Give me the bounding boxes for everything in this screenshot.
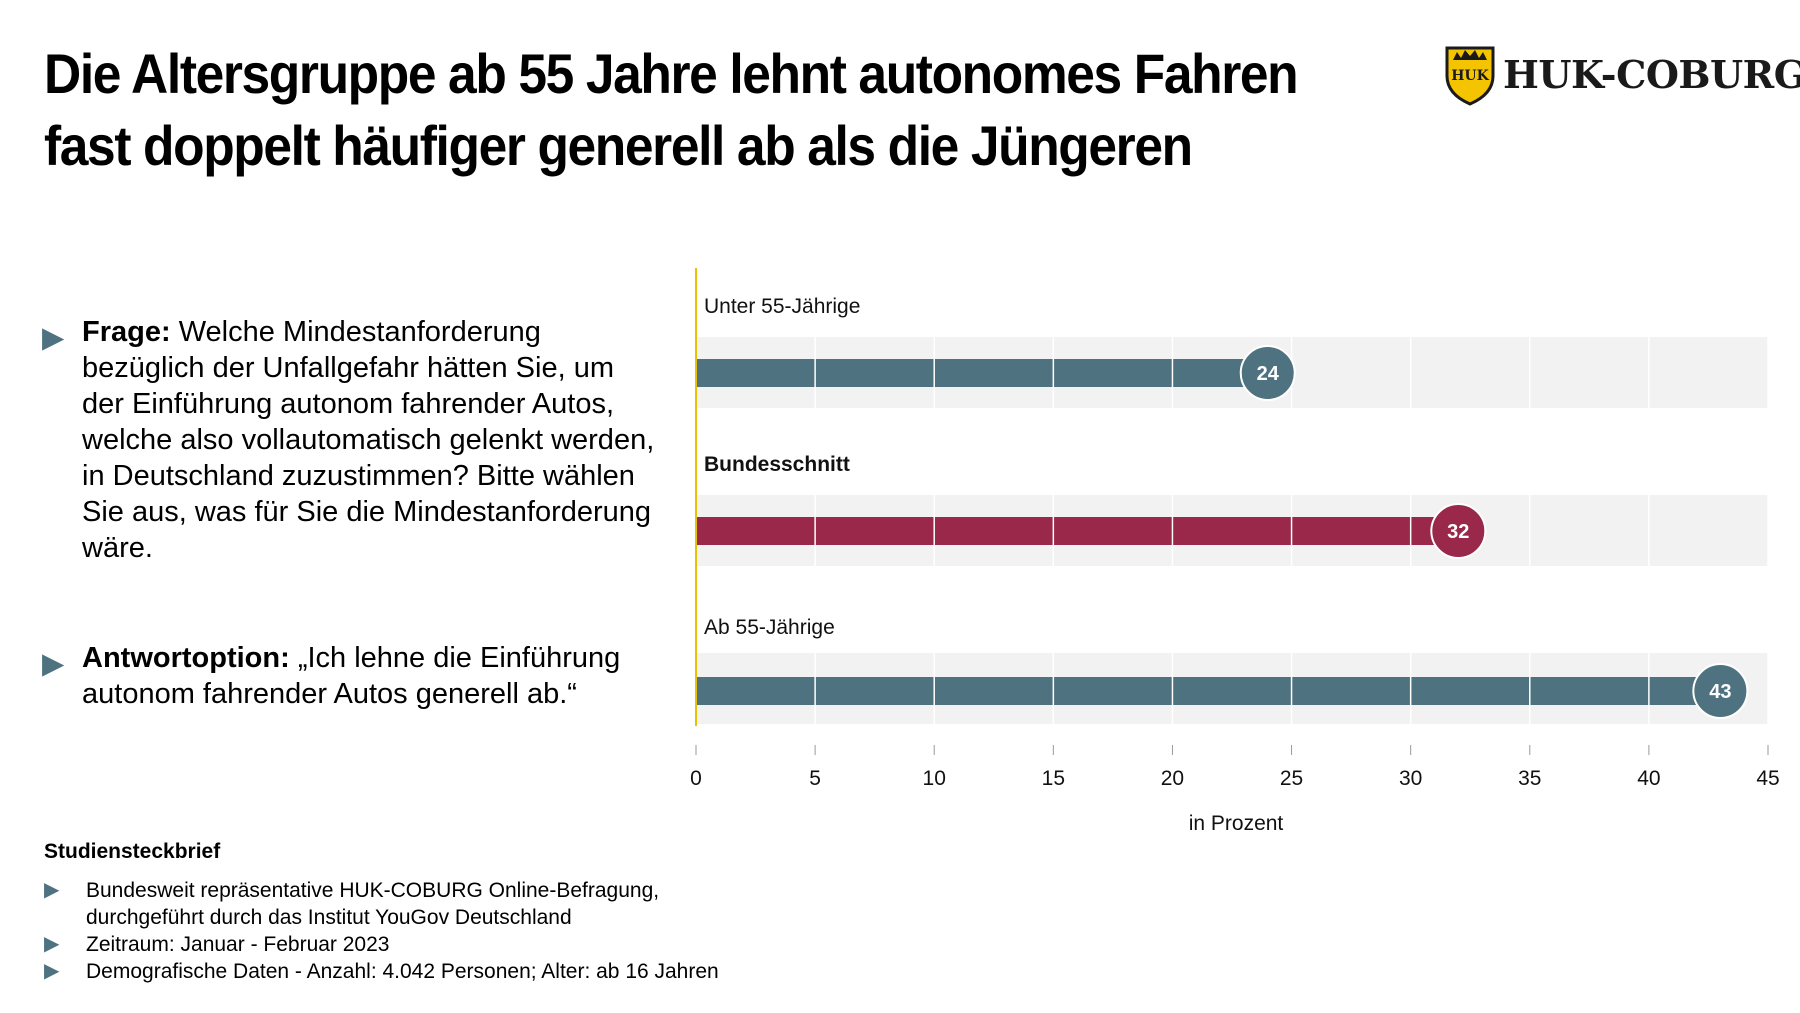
tick-label: 40 (1637, 767, 1660, 790)
tick-label: 5 (809, 767, 821, 790)
tick-label: 30 (1399, 767, 1422, 790)
page-title: Die Altersgruppe ab 55 Jahre lehnt auton… (44, 38, 1314, 182)
bullet-arrow-icon: ▶ (44, 960, 60, 982)
question-label: Frage: (82, 316, 171, 348)
tick-label: 10 (923, 767, 946, 790)
bullet-arrow-icon: ▶ (42, 648, 65, 680)
study-profile-title: Studiensteckbrief (44, 840, 221, 863)
tick-label: 20 (1161, 767, 1184, 790)
answer-text: „Ich lehne die Einführung autonom fahren… (82, 642, 621, 710)
tick-label: 15 (1042, 767, 1065, 790)
bar (696, 359, 1268, 387)
bar (696, 677, 1721, 705)
bullet-arrow-icon: ▶ (44, 933, 60, 955)
category-label: Bundesschnitt (704, 453, 850, 476)
tick-label: 0 (690, 767, 702, 790)
tick-label: 35 (1518, 767, 1541, 790)
study-profile-item-text: Demografische Daten - Anzahl: 4.042 Pers… (86, 960, 719, 983)
question-block: ▶ Frage: Welche Mindestanforderung bezüg… (42, 314, 662, 566)
answer-option-block: ▶ Antwortoption: „Ich lehne die Einführu… (42, 640, 662, 712)
study-profile-list: ▶ Bundesweit repräsentative HUK-COBURG On… (44, 877, 719, 985)
tick-label: 45 (1756, 767, 1779, 790)
x-axis-label: in Prozent (1189, 812, 1284, 835)
value-bubble (1430, 503, 1487, 559)
study-profile-item: ▶ Zeitraum: Januar - Februar 2023 (44, 931, 719, 958)
value-bubble (1692, 663, 1749, 719)
question-text: Welche Mindestanforderung bezüglich der … (82, 316, 655, 564)
value-bubble (1239, 345, 1296, 401)
huk-shield-icon: HUK (1445, 46, 1495, 106)
bullet-arrow-icon: ▶ (42, 322, 65, 354)
data-label: 24 (1257, 363, 1280, 385)
bar (696, 517, 1459, 545)
tick-label: 25 (1280, 767, 1303, 790)
title-line-1: Die Altersgruppe ab 55 Jahre lehnt auton… (44, 42, 1299, 105)
huk-coburg-logo: HUK HUK-COBURG (1443, 40, 1800, 110)
study-profile-item: ▶ Demografische Daten - Anzahl: 4.042 Per… (44, 958, 719, 985)
data-label: 43 (1709, 681, 1731, 703)
title-line-2: fast doppelt häufiger generell ab als di… (44, 114, 1193, 177)
logo-wordmark: HUK-COBURG (1503, 52, 1800, 97)
category-label: Ab 55-Jährige (704, 616, 835, 639)
study-profile-item-0-line-2: durchgeführt durch das Institut YouGov D… (86, 906, 572, 929)
study-profile-item-0-line-1: Bundesweit repräsentative HUK-COBURG Onl… (86, 879, 660, 902)
study-profile-item: ▶ Bundesweit repräsentative HUK-COBURG On… (44, 877, 719, 931)
study-profile-item-text: Zeitraum: Januar - Februar 2023 (86, 933, 390, 956)
data-label: 32 (1447, 521, 1469, 543)
svg-text:HUK: HUK (1451, 68, 1489, 84)
answer-label: Antwortoption: (82, 642, 290, 674)
bullet-arrow-icon: ▶ (44, 879, 60, 901)
category-label: Unter 55-Jährige (704, 295, 860, 318)
